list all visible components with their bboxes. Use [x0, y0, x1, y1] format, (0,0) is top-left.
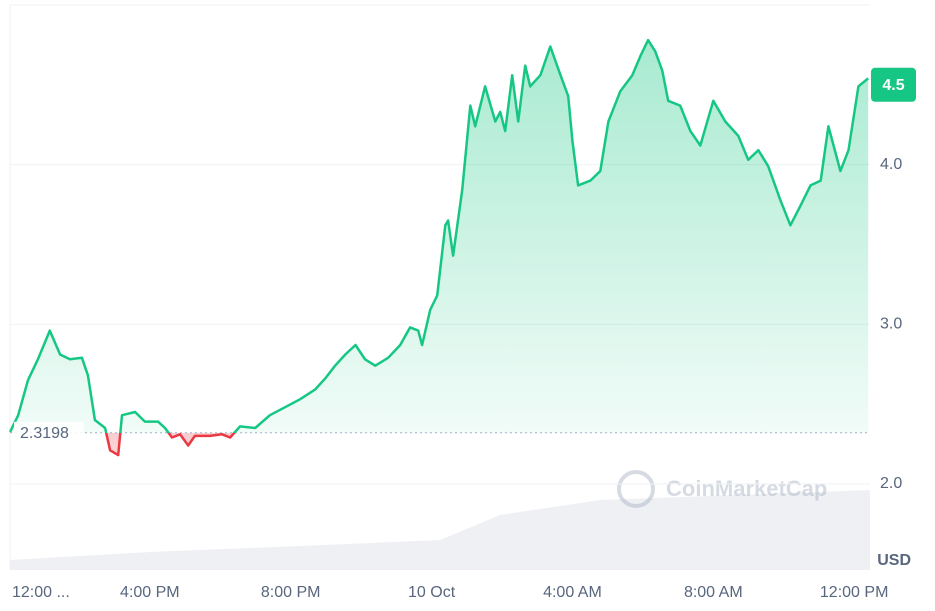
x-tick-label: 4:00 PM: [120, 584, 180, 601]
current-price-label: 4.5: [882, 77, 904, 94]
watermark-text: CoinMarketCap: [666, 476, 827, 501]
volume-area: [10, 490, 870, 570]
current-price-badge: [871, 67, 916, 102]
y-tick-label: 3.0: [880, 315, 902, 332]
y-tick-label: 2.0: [880, 475, 902, 492]
x-tick-label: 8:00 AM: [684, 584, 743, 601]
y-tick-label: 4.0: [880, 156, 902, 173]
reference-label: 2.3198: [20, 425, 69, 442]
unit-label: USD: [877, 552, 911, 569]
x-tick-label: 10 Oct: [408, 584, 456, 601]
x-tick-label: 12:00 ...: [12, 584, 70, 601]
watermark-icon: [617, 470, 655, 508]
area-fill: [10, 40, 869, 456]
watermark: CoinMarketCap: [617, 470, 827, 508]
x-tick-label: 8:00 PM: [261, 584, 321, 601]
price-line: [8, 38, 869, 457]
x-tick-label: 12:00 PM: [820, 584, 888, 601]
x-tick-label: 4:00 AM: [543, 584, 602, 601]
reference-label-bg: [14, 421, 84, 444]
